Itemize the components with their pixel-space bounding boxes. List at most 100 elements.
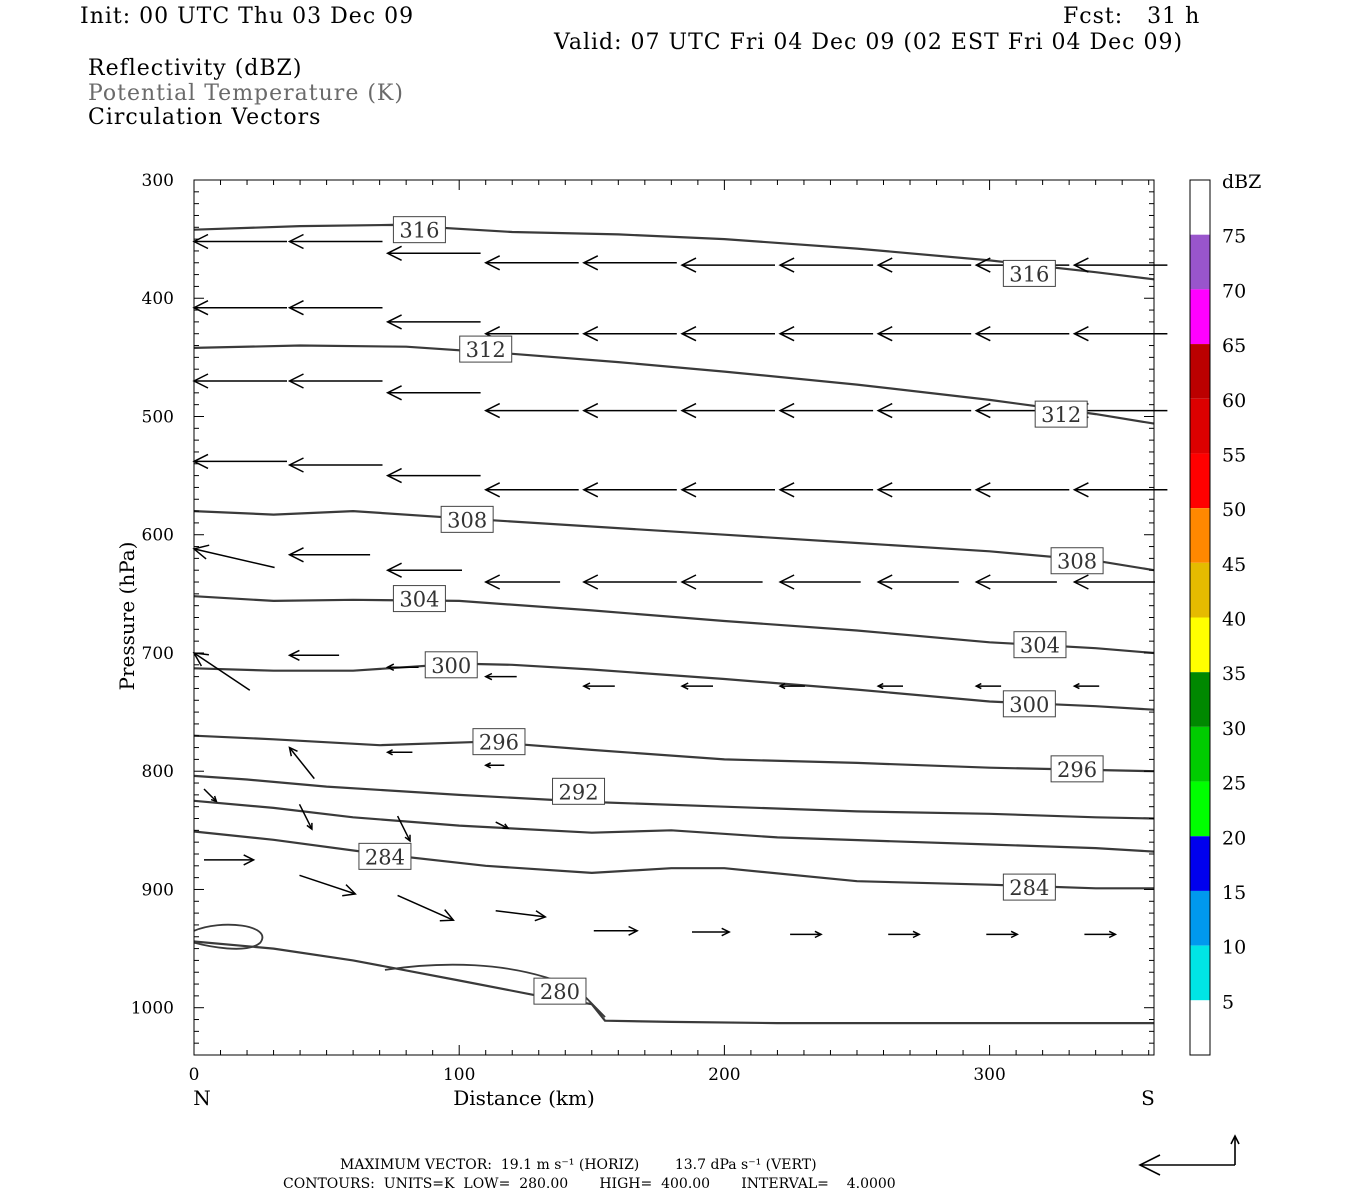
circulation-vector bbox=[288, 747, 315, 780]
contour-label-box bbox=[1013, 631, 1067, 659]
contour-label-box bbox=[358, 842, 412, 870]
contour-label-300: 300 bbox=[1009, 693, 1049, 717]
vector-arrowhead bbox=[534, 910, 547, 922]
contour-label-292: 292 bbox=[558, 780, 598, 804]
theta-contour-304 bbox=[193, 595, 1155, 655]
circulation-vector bbox=[299, 874, 356, 895]
vector-arrowhead bbox=[974, 326, 991, 342]
contour-label-box bbox=[1002, 690, 1056, 718]
maximum-vector-text: MAXIMUM VECTOR: 19.1 m s⁻¹ (HORIZ) 13.7 … bbox=[340, 1157, 817, 1173]
colorbar-level-label: 10 bbox=[1222, 937, 1246, 959]
contour-label-304: 304 bbox=[1020, 634, 1060, 658]
contour-label-box bbox=[1034, 400, 1088, 428]
x-tick-label: 300 bbox=[973, 1065, 1005, 1085]
colorbar-segment bbox=[1190, 726, 1210, 782]
contour-label-box bbox=[1050, 755, 1104, 783]
contour-label-box bbox=[459, 335, 513, 363]
theta-contours bbox=[193, 223, 1155, 1025]
y-axis: 300 400 500 600 700 800 900 1000 Pressure (hPa) bbox=[115, 171, 1154, 1044]
x-tick-label: 100 bbox=[443, 1065, 475, 1085]
colorbar-level-label: 50 bbox=[1222, 499, 1246, 521]
vector-arrowhead bbox=[484, 574, 501, 590]
contour-label-316: 316 bbox=[399, 219, 439, 243]
theta-contour-312 bbox=[193, 344, 1155, 425]
contour-label-box bbox=[1050, 547, 1104, 575]
vector-arrowhead bbox=[974, 257, 991, 273]
theta-contour-292 bbox=[193, 774, 1155, 820]
colorbar-level-label: 5 bbox=[1222, 991, 1234, 1013]
colorbar-segment bbox=[1190, 890, 1210, 946]
contour-label-284: 284 bbox=[1009, 876, 1049, 900]
colorbar-level-label: 15 bbox=[1222, 882, 1246, 904]
y-tick-label: 800 bbox=[142, 762, 174, 782]
south-label: S bbox=[1141, 1086, 1155, 1110]
colorbar-segment bbox=[1190, 398, 1210, 454]
colorbar: 5 10 15 20 25 30 35 40 45 50 55 60 65 70 75 dBZ bbox=[1189, 171, 1261, 1056]
vector-arrowhead bbox=[342, 884, 357, 897]
vector-arrowhead bbox=[439, 909, 455, 922]
y-tick-label: 500 bbox=[142, 407, 174, 427]
vector-arrowhead bbox=[385, 749, 393, 756]
forecast-hour: Fcst: 31 h bbox=[1063, 4, 1201, 29]
contour-label-box bbox=[440, 505, 494, 533]
colorbar-level-label: 30 bbox=[1222, 718, 1246, 740]
y-tick-label: 400 bbox=[142, 289, 174, 309]
circulation-vector bbox=[495, 909, 546, 918]
vector-arrowhead bbox=[287, 373, 304, 389]
vector-arrowhead bbox=[484, 482, 501, 498]
colorbar-segment bbox=[1190, 1000, 1210, 1055]
contour-label-box bbox=[1002, 873, 1056, 901]
circulation-vector bbox=[495, 821, 509, 829]
colorbar-segment bbox=[1190, 344, 1210, 399]
vector-arrowhead bbox=[502, 823, 510, 830]
colorbar-segment bbox=[1190, 453, 1210, 509]
contour-labels: 316 316 312 312 308 308 304 304 300 300 296 296 292 2… bbox=[358, 216, 1104, 1005]
colorbar-level-label: 60 bbox=[1222, 390, 1246, 412]
vector-arrowhead bbox=[385, 562, 402, 578]
contour-label-box bbox=[392, 216, 446, 244]
contour-label-280: 280 bbox=[540, 980, 580, 1004]
colorbar-segment bbox=[1190, 289, 1210, 345]
contour-label-284: 284 bbox=[365, 845, 405, 869]
vector-arrowhead bbox=[680, 402, 697, 419]
vector-arrowhead bbox=[778, 402, 795, 419]
y-tick-label: 900 bbox=[142, 880, 174, 900]
vector-arrowhead bbox=[385, 663, 395, 671]
vector-arrowhead bbox=[1072, 326, 1089, 342]
vector-arrowhead bbox=[385, 245, 402, 261]
vector-arrowhead bbox=[287, 649, 300, 661]
theta-contour-308 bbox=[193, 509, 1155, 572]
colorbar-level-label: 70 bbox=[1222, 280, 1246, 302]
vector-arrowhead bbox=[974, 682, 982, 690]
colorbar-level-label: 55 bbox=[1222, 444, 1246, 466]
colorbar-level-label: 25 bbox=[1222, 773, 1246, 795]
vector-arrowhead bbox=[582, 255, 599, 271]
vector-arrowhead bbox=[778, 326, 795, 342]
contour-label-308: 308 bbox=[447, 508, 487, 532]
vector-arrowhead bbox=[876, 402, 893, 419]
colorbar-level-label: 40 bbox=[1222, 609, 1246, 631]
contour-label-box bbox=[533, 977, 587, 1005]
vector-arrowhead bbox=[287, 457, 304, 473]
vector-arrowhead bbox=[680, 257, 697, 273]
contour-label-box bbox=[1002, 259, 1056, 287]
vector-arrowhead bbox=[778, 257, 795, 273]
colorbar-segment bbox=[1190, 617, 1210, 673]
vector-arrowhead bbox=[385, 314, 402, 330]
valid-time: Valid: 07 UTC Fri 04 Dec 09 (02 EST Fri … bbox=[554, 30, 1184, 55]
theta-contour-280 bbox=[193, 940, 1154, 1025]
theta-contour-288 bbox=[193, 799, 1155, 853]
y-tick-label: 300 bbox=[142, 171, 174, 191]
vector-arrowhead bbox=[288, 746, 298, 757]
colorbar-segment bbox=[1190, 945, 1210, 1001]
vector-arrowhead bbox=[778, 682, 786, 690]
vector-arrowhead bbox=[876, 682, 884, 690]
contour-label-316: 316 bbox=[1009, 262, 1049, 286]
colorbar-segment bbox=[1190, 180, 1210, 235]
vector-arrowhead bbox=[484, 762, 492, 769]
colorbar-level-label: 45 bbox=[1222, 554, 1246, 576]
vector-arrowhead bbox=[582, 574, 599, 590]
vector-arrowhead bbox=[484, 672, 493, 681]
contour-label-312: 312 bbox=[466, 338, 506, 362]
